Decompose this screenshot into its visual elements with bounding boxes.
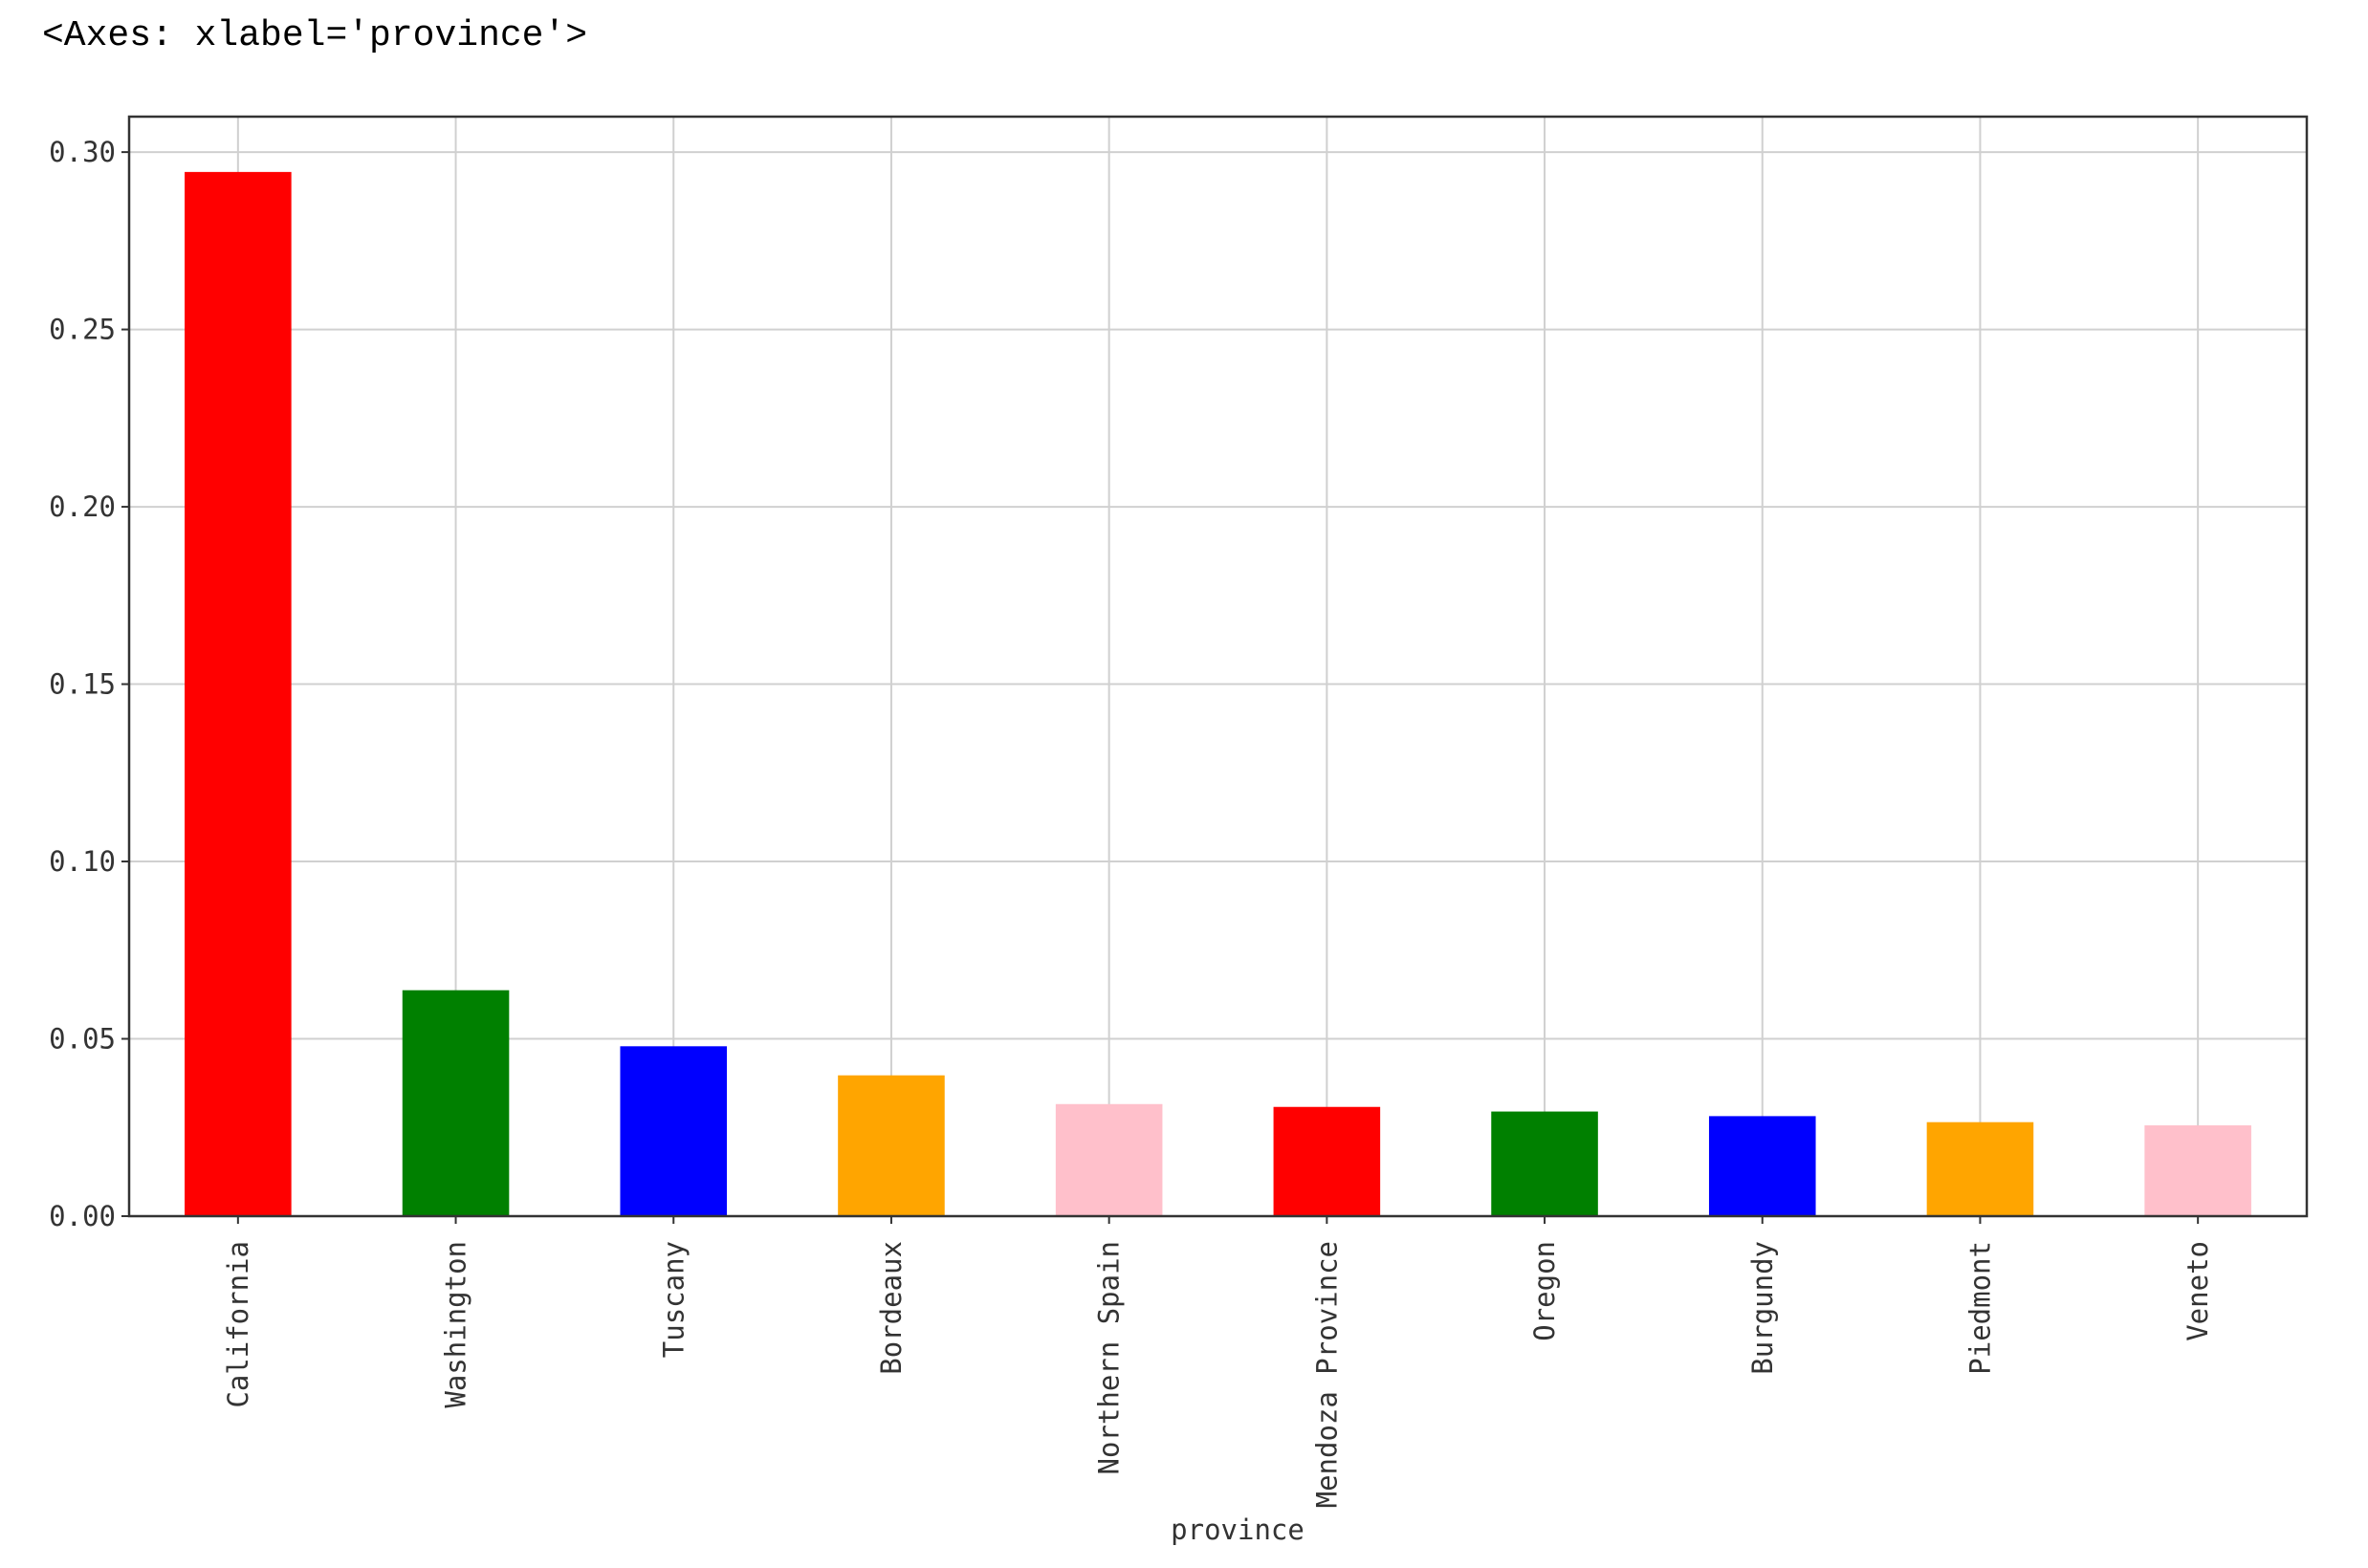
x-tick-label: Mendoza Province (1310, 1241, 1343, 1508)
x-tick-label: Bordeaux (875, 1241, 908, 1375)
bar (1055, 1103, 1163, 1216)
bar (1708, 1116, 1816, 1216)
bar (1926, 1122, 2034, 1216)
plot-frame (127, 115, 2309, 1218)
x-tick-label: Burgundy (1746, 1241, 1779, 1375)
x-tick-label: Washington (440, 1241, 472, 1408)
y-tick-label: 0.25 (49, 314, 116, 346)
bar (185, 171, 292, 1216)
bar (402, 990, 510, 1216)
y-tick-label: 0.20 (49, 490, 116, 523)
x-tick-label: Oregon (1528, 1241, 1561, 1341)
y-tick-label: 0.05 (49, 1023, 116, 1056)
y-tick-label: 0.15 (49, 668, 116, 701)
bar (620, 1046, 728, 1216)
bar (838, 1075, 945, 1216)
x-tick-label: Tuscany (657, 1241, 690, 1358)
x-tick-label: Northern Spain (1093, 1241, 1126, 1474)
output-text: <Axes: xlabel='province'> (42, 15, 587, 56)
y-tick-label: 0.00 (49, 1200, 116, 1232)
bar (2144, 1125, 2251, 1216)
x-tick-label: California (222, 1241, 254, 1408)
bar (1491, 1111, 1598, 1216)
x-axis-label: province (1171, 1514, 1305, 1546)
x-tick-label: Veneto (2182, 1241, 2214, 1341)
x-tick-label: Piedmont (1963, 1241, 1996, 1375)
bar (1273, 1106, 1381, 1216)
y-tick-label: 0.10 (49, 845, 116, 878)
y-tick-label: 0.30 (49, 136, 116, 168)
